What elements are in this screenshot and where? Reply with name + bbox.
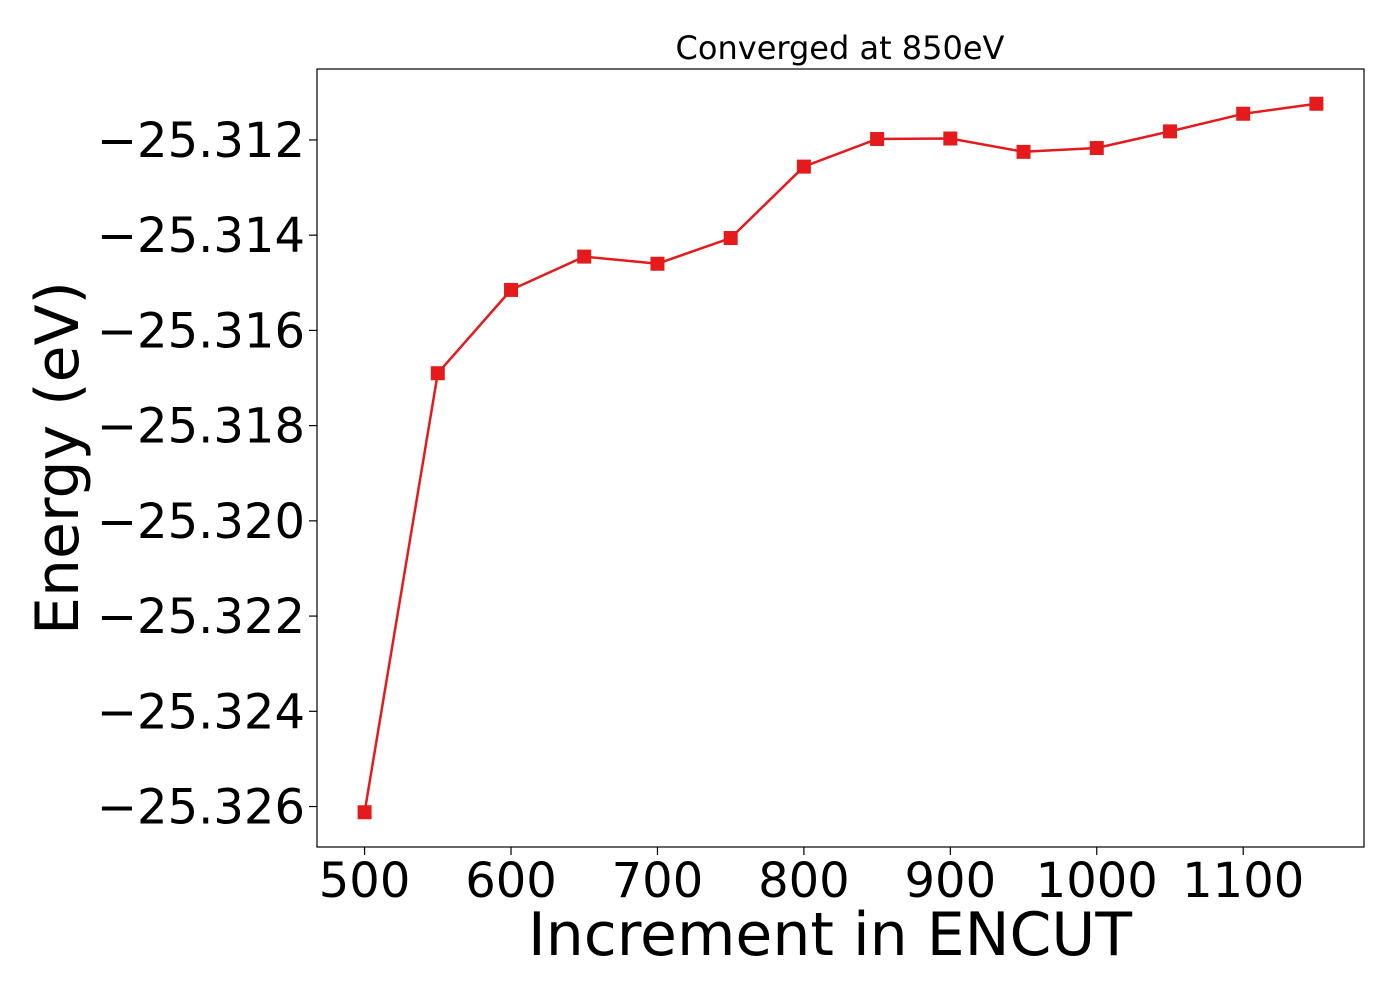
x-tick-label: 700 [612,853,704,909]
y-axis: −25.312 −25.314 −25.316 −25.318 −25.320 −25.3… [97,113,317,836]
y-tick-label: −25.312 [97,113,305,169]
data-point [577,249,592,264]
y-tick-label: −25.322 [97,589,305,645]
x-axis: 500 600 700 800 900 1000 1100 [319,847,1304,909]
data-point [1309,96,1324,111]
data-point [504,282,519,297]
x-axis-label: Increment in ENCUT [528,900,1132,970]
x-tick-label: 1000 [1036,853,1158,909]
x-tick-label: 800 [758,853,850,909]
data-point [357,805,372,820]
data-point [870,131,885,146]
y-tick-label: −25.320 [97,494,305,550]
y-tick-label: −25.326 [97,780,305,836]
data-point [943,131,958,146]
x-tick-label: 600 [465,853,557,909]
data-point [1162,124,1177,139]
x-tick-label: 1100 [1182,853,1304,909]
y-tick-label: −25.324 [97,684,305,740]
x-tick-label: 900 [905,853,997,909]
data-point [1236,106,1251,121]
data-point [1089,141,1104,156]
y-tick-label: −25.314 [97,208,305,264]
data-point [430,366,445,381]
y-axis-label: Energy (eV) [23,281,93,635]
data-point [650,256,665,271]
data-point [1016,144,1031,159]
x-tick-label: 500 [319,853,411,909]
y-tick-label: −25.316 [97,303,305,359]
plot-area [316,68,1365,848]
data-point [796,159,811,174]
series-line [363,102,1317,813]
data-point [723,231,738,246]
chart-title: Converged at 850eV [676,29,1005,67]
data-series [357,96,1324,820]
y-tick-label: −25.318 [97,399,305,455]
